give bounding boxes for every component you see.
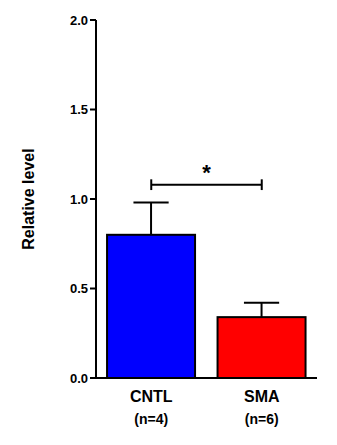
svg-text:0.5: 0.5: [70, 281, 88, 296]
svg-text:Relative level: Relative level: [20, 148, 37, 249]
svg-text:CNTL: CNTL: [130, 388, 173, 405]
svg-text:(n=4): (n=4): [134, 411, 168, 427]
svg-text:0.0: 0.0: [70, 371, 88, 386]
svg-text:(n=6): (n=6): [245, 411, 279, 427]
svg-text:1.5: 1.5: [70, 102, 88, 117]
svg-text:1.0: 1.0: [70, 192, 88, 207]
svg-text:*: *: [202, 160, 211, 185]
svg-text:SMA: SMA: [244, 388, 280, 405]
svg-text:2.0: 2.0: [70, 13, 88, 28]
